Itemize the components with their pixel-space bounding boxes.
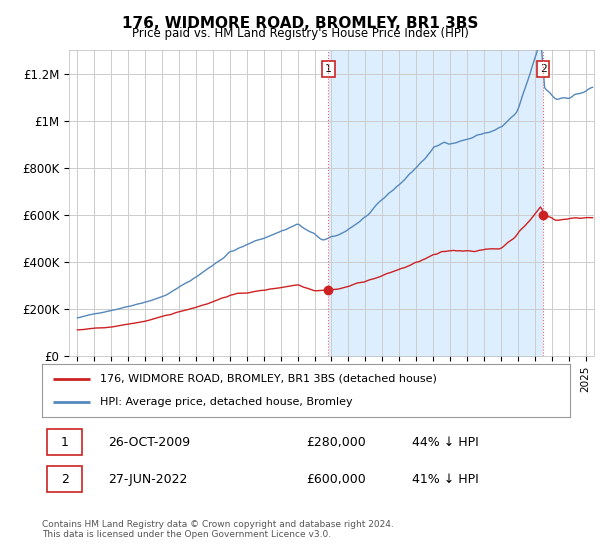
Text: Price paid vs. HM Land Registry's House Price Index (HPI): Price paid vs. HM Land Registry's House … <box>131 27 469 40</box>
Text: Contains HM Land Registry data © Crown copyright and database right 2024.
This d: Contains HM Land Registry data © Crown c… <box>42 520 394 539</box>
Text: 41% ↓ HPI: 41% ↓ HPI <box>412 473 478 486</box>
Text: 1: 1 <box>61 436 68 449</box>
Text: 44% ↓ HPI: 44% ↓ HPI <box>412 436 478 449</box>
FancyBboxPatch shape <box>47 466 82 492</box>
Text: 176, WIDMORE ROAD, BROMLEY, BR1 3BS: 176, WIDMORE ROAD, BROMLEY, BR1 3BS <box>122 16 478 31</box>
Text: £600,000: £600,000 <box>306 473 366 486</box>
Text: £280,000: £280,000 <box>306 436 366 449</box>
Text: 27-JUN-2022: 27-JUN-2022 <box>108 473 187 486</box>
Text: 176, WIDMORE ROAD, BROMLEY, BR1 3BS (detached house): 176, WIDMORE ROAD, BROMLEY, BR1 3BS (det… <box>100 374 437 384</box>
Text: 2: 2 <box>61 473 68 486</box>
Text: 1: 1 <box>325 64 332 74</box>
FancyBboxPatch shape <box>47 429 82 455</box>
Text: HPI: Average price, detached house, Bromley: HPI: Average price, detached house, Brom… <box>100 397 353 407</box>
Text: 26-OCT-2009: 26-OCT-2009 <box>108 436 190 449</box>
Text: 2: 2 <box>539 64 547 74</box>
